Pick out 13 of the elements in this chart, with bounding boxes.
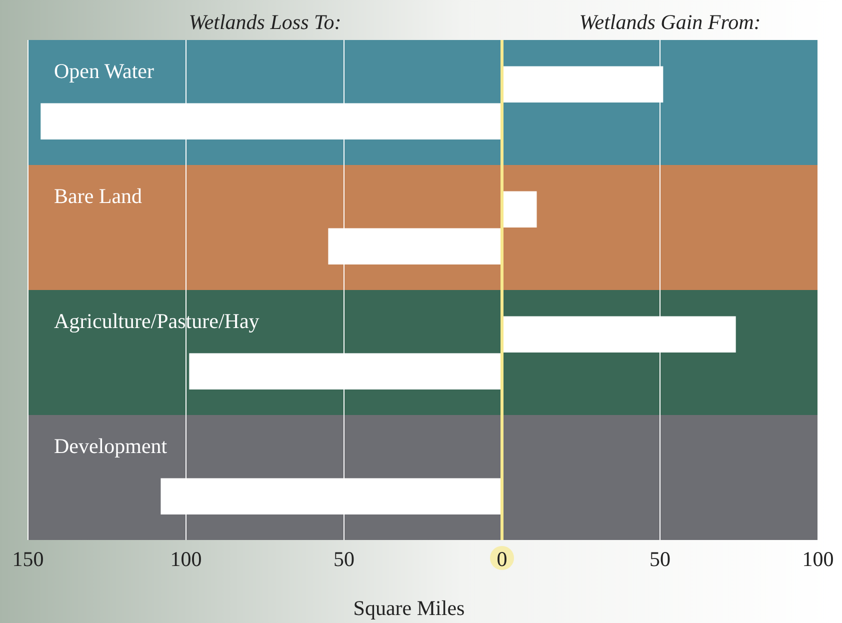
y-tick-label: Development: [54, 434, 168, 458]
bar: [502, 191, 537, 228]
y-tick-label: Bare Land: [54, 184, 143, 208]
x-axis-title: Square Miles: [353, 596, 465, 620]
text: Wetlands Gain From:: [579, 10, 761, 34]
x-tick-label: 50: [334, 547, 354, 571]
text: Wetlands Loss To:: [188, 10, 342, 34]
x-tick-label: 150: [12, 547, 44, 571]
y-tick-label: Open Water: [54, 59, 154, 83]
x-tick-label: 100: [802, 547, 834, 571]
x-tick-label: 0: [496, 547, 508, 571]
x-tick-label: 100: [170, 547, 202, 571]
x-tick-label: 50: [650, 547, 670, 571]
